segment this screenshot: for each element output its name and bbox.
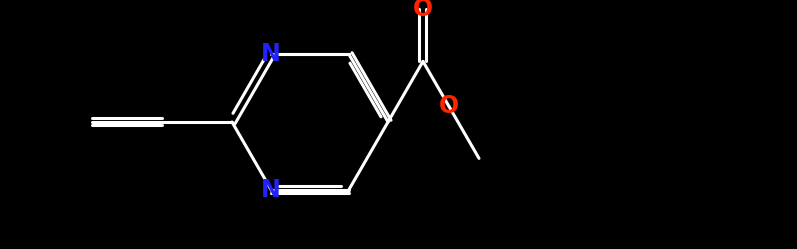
Text: O: O (413, 0, 433, 21)
Text: N: N (261, 178, 281, 201)
Text: O: O (439, 94, 459, 119)
Text: N: N (261, 42, 281, 66)
